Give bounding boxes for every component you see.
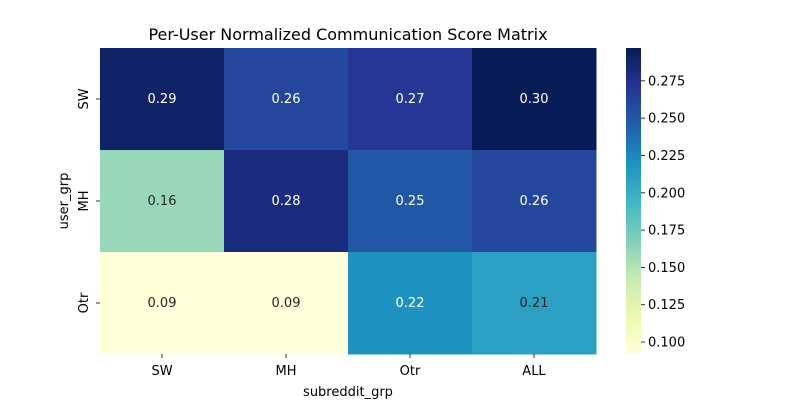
colorbar-tick-label: 0.250 (648, 112, 685, 127)
heatmap-cell (100, 252, 225, 355)
heatmap-cell (472, 48, 597, 151)
colorbar-tick-label: 0.100 (648, 336, 685, 351)
cell-value-label: 0.29 (148, 92, 177, 107)
heatmap-cell (348, 150, 473, 253)
x-axis-label: subreddit_grp (303, 385, 393, 400)
heatmap-cell-labels: 0.29 0.26 0.27 0.30 0.16 0.28 0.25 0.26 0.09 0.09… (148, 92, 549, 311)
x-tick-label: ALL (522, 364, 546, 379)
heatmap-cell (472, 150, 597, 253)
cell-value-label: 0.26 (272, 92, 301, 107)
cell-value-label: 0.26 (520, 194, 549, 209)
colorbar-tick-label: 0.200 (648, 186, 685, 201)
colorbar-tick-label: 0.175 (648, 224, 685, 239)
chart-title: Per-User Normalized Communication Score … (148, 25, 547, 44)
y-axis-label: user_grp (57, 173, 72, 230)
heatmap-cells (100, 48, 597, 355)
heatmap-cell (348, 252, 473, 355)
y-axis-ticks: SW MH Otr (77, 88, 100, 313)
cell-value-label: 0.22 (396, 296, 425, 311)
y-tick-label: Otr (77, 292, 92, 313)
colorbar-tick-label: 0.275 (648, 74, 685, 89)
colorbar-tick-label: 0.150 (648, 261, 685, 276)
cell-value-label: 0.28 (272, 194, 301, 209)
colorbar (626, 48, 641, 354)
colorbar-tick-label: 0.125 (648, 298, 685, 313)
y-tick-label: MH (77, 191, 92, 212)
heatmap-cell (472, 252, 597, 355)
x-tick-label: MH (276, 364, 297, 379)
cell-value-label: 0.09 (148, 296, 177, 311)
heatmap-cell (100, 150, 225, 253)
heatmap-cell (100, 48, 225, 151)
cell-value-label: 0.09 (272, 296, 301, 311)
x-tick-label: SW (151, 364, 172, 379)
cell-value-label: 0.25 (396, 194, 425, 209)
y-tick-label: SW (77, 88, 92, 109)
heatmap-cell (224, 150, 349, 253)
cell-value-label: 0.27 (396, 92, 425, 107)
cell-value-label: 0.21 (520, 296, 549, 311)
cell-value-label: 0.30 (520, 92, 549, 107)
colorbar-tick-label: 0.225 (648, 149, 685, 164)
cell-value-label: 0.16 (148, 194, 177, 209)
heatmap-cell (224, 48, 349, 151)
x-tick-label: Otr (400, 364, 421, 379)
heatmap-cell (348, 48, 473, 151)
x-axis-ticks: SW MH Otr ALL (151, 354, 546, 379)
colorbar-ticks: 0.100 0.125 0.150 0.175 0.200 0.225 0.250 0.275 (641, 74, 685, 351)
heatmap-cell (224, 252, 349, 355)
